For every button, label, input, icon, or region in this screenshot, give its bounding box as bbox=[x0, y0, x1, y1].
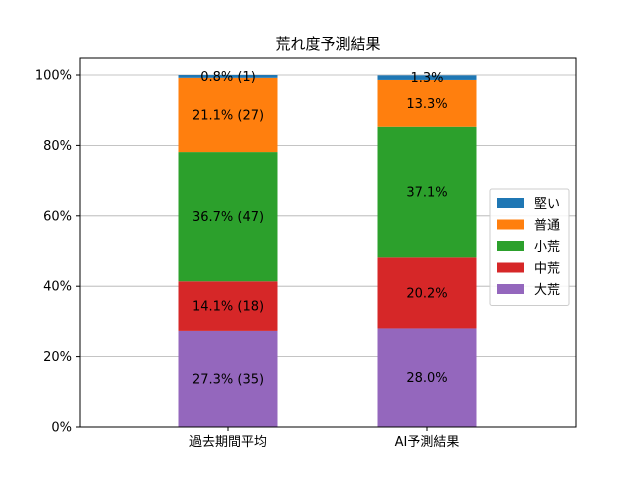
bar-segment bbox=[377, 79, 477, 127]
legend-swatch bbox=[497, 198, 524, 208]
legend-label: 小荒 bbox=[534, 240, 560, 255]
bars bbox=[178, 75, 477, 427]
bar-segment bbox=[178, 77, 278, 153]
legend-label: 中荒 bbox=[534, 262, 560, 277]
legend-swatch bbox=[497, 219, 524, 230]
y-tick-label: 40% bbox=[43, 280, 72, 295]
x-tick-label: 過去期間平均 bbox=[189, 435, 267, 450]
legend-swatch bbox=[497, 284, 524, 294]
legend-box bbox=[489, 188, 570, 306]
y-tick-label: 60% bbox=[43, 209, 72, 224]
bar-segment-label: 27.3% (35) bbox=[192, 372, 264, 387]
y-tick-label: 100% bbox=[35, 69, 72, 84]
chart-title: 荒れ度予測結果 bbox=[275, 35, 380, 53]
y-tick-label: 80% bbox=[43, 139, 72, 154]
bar-segment-label: 1.3% bbox=[410, 71, 443, 86]
segment-labels: 27.3% (35) 14.1% (18) 36.7% (47) 21.1% (27)… bbox=[192, 70, 448, 388]
bar-segment-label: 36.7% (47) bbox=[192, 210, 264, 225]
bar-segment bbox=[377, 328, 477, 427]
bar-segment bbox=[377, 257, 477, 329]
x-tick-label: AI予測結果 bbox=[395, 435, 460, 450]
bar-segment-label: 28.0% bbox=[406, 371, 447, 386]
bar-segment-label: 37.1% bbox=[406, 186, 447, 201]
bar-segment bbox=[178, 75, 278, 78]
legend-swatch bbox=[497, 241, 524, 251]
bar-segment bbox=[377, 75, 477, 80]
legend-label: 大荒 bbox=[534, 283, 560, 298]
plot-frame bbox=[79, 57, 577, 428]
y-tick-label: 0% bbox=[51, 421, 72, 436]
legend-label: 堅い bbox=[534, 197, 560, 212]
bar-segment bbox=[178, 281, 278, 331]
bar-segment-label: 14.1% (18) bbox=[192, 300, 264, 315]
bar-segment-label: 21.1% (27) bbox=[192, 108, 264, 123]
axes: 0% 20% 40% 60% 80% 100% 過去期間平均 AI予測結果 bbox=[35, 69, 460, 451]
legend-label: 普通 bbox=[534, 219, 560, 234]
y-tick-label: 20% bbox=[43, 350, 72, 365]
legend-swatch bbox=[497, 262, 524, 273]
bar-segment-label: 0.8% (1) bbox=[200, 70, 256, 85]
bar-segment bbox=[178, 152, 278, 282]
bar-segment-label: 20.2% bbox=[406, 286, 447, 301]
bar-segment bbox=[377, 126, 477, 258]
bar-segment bbox=[178, 330, 278, 427]
bar-segment-label: 13.3% bbox=[406, 97, 447, 112]
